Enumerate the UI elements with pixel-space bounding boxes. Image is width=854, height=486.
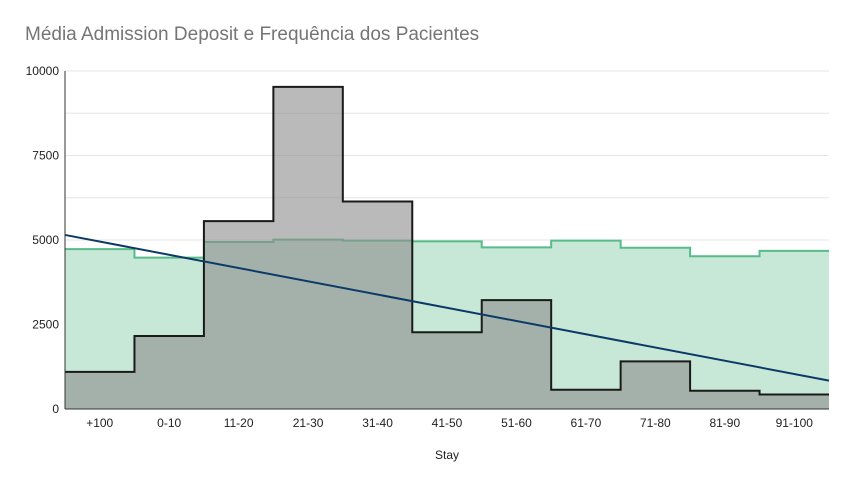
y-tick-label: 7500 — [32, 149, 59, 163]
y-tick-label: 5000 — [32, 233, 59, 247]
x-tick-labels: +100 0-10 11-20 21-30 31-40 41-50 51-60 61-70 71… — [86, 416, 813, 430]
chart-title: Média Admission Deposit e Frequência dos… — [25, 24, 480, 45]
y-tick-label: 2500 — [32, 318, 59, 332]
x-tick-label: 61-70 — [571, 416, 602, 430]
x-axis-label: Stay — [435, 448, 459, 462]
x-tick-label: 21-30 — [293, 416, 324, 430]
y-tick-label: 0 — [52, 402, 59, 416]
x-tick-label: 71-80 — [640, 416, 671, 430]
y-tick-label: 10000 — [26, 64, 60, 78]
x-tick-label: 0-10 — [157, 416, 181, 430]
x-tick-label: 31-40 — [362, 416, 393, 430]
series-2-line — [65, 85, 829, 396]
x-tick-label: 91-100 — [776, 416, 814, 430]
x-tick-label: 81-90 — [709, 416, 740, 430]
x-tick-label: 41-50 — [432, 416, 463, 430]
y-tick-labels: 0 2500 5000 7500 10000 — [26, 64, 60, 416]
series-2-area — [65, 86, 829, 410]
x-tick-label: +100 — [86, 416, 113, 430]
trendline — [64, 233, 830, 382]
axes — [64, 71, 829, 410]
x-tick-label: 51-60 — [501, 416, 532, 430]
trendline-group — [64, 233, 830, 382]
series-areas — [65, 85, 829, 410]
x-tick-label: 11-20 — [224, 416, 254, 430]
